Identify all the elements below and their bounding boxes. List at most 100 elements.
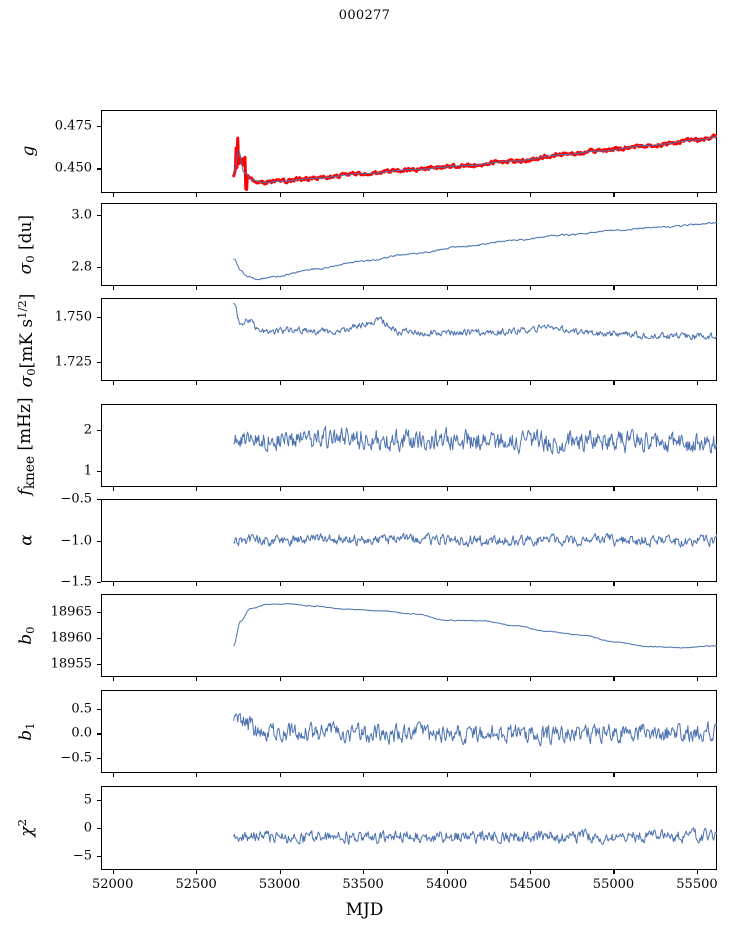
series-sigma0-du — [233, 221, 717, 281]
x-tick-mark-chi2-0 — [112, 870, 114, 874]
series-b0 — [233, 603, 717, 649]
x-tick-mark-sigma0_mk-2 — [279, 381, 281, 385]
x-tick-mark-g-3 — [363, 193, 365, 197]
y-tick-label-b0-1: 18960 — [50, 630, 92, 646]
x-tick-mark-g-5 — [530, 193, 532, 197]
x-tick-mark-alpha-7 — [696, 582, 699, 586]
y-axis-label-chi2: χ2 — [15, 819, 37, 837]
panel-sigma0_du — [101, 203, 717, 286]
panel-data-chi2 — [233, 827, 717, 845]
panel-g — [101, 110, 717, 193]
x-tick-mark-b1-3 — [363, 773, 365, 777]
x-tick-mark-f_knee-1 — [196, 487, 198, 491]
y-tick-label-alpha-0: −0.5 — [60, 491, 92, 507]
x-tick-mark-b1-2 — [279, 773, 281, 777]
y-tick-label-chi2-0: −5 — [72, 848, 92, 864]
y-tick-label-sigma0_du-0: 2.8 — [71, 259, 92, 275]
x-tick-mark-b1-7 — [696, 773, 699, 777]
x-tick-mark-f_knee-5 — [530, 487, 532, 491]
panel-chi2 — [101, 786, 717, 870]
x-tick-mark-sigma0_mk-3 — [363, 381, 365, 385]
x-tick-mark-g-7 — [696, 193, 699, 197]
x-tick-mark-sigma0_du-6 — [613, 286, 615, 290]
y-tick-mark-alpha-0 — [97, 499, 101, 501]
y-tick-label-chi2-2: 5 — [83, 792, 92, 808]
x-tick-mark-f_knee-0 — [112, 487, 114, 491]
y-tick-mark-sigma0_du-0 — [97, 266, 101, 268]
x-tick-mark-b1-6 — [613, 773, 615, 777]
panel-frame-sigma0_du — [101, 203, 717, 286]
y-tick-mark-b1-0 — [97, 758, 101, 760]
y-tick-label-g-1: 0.475 — [54, 118, 92, 134]
series-f-knee — [233, 425, 717, 455]
x-tick-mark-b0-7 — [696, 677, 699, 681]
y-tick-label-b1-0: −0.5 — [60, 750, 92, 766]
x-tick-mark-sigma0_du-5 — [530, 286, 532, 290]
panel-data-sigma0_du — [233, 221, 717, 281]
x-tick-mark-g-2 — [279, 193, 281, 197]
y-tick-label-chi2-1: 0 — [83, 820, 92, 836]
x-tick-mark-b0-1 — [196, 677, 198, 681]
y-tick-mark-f_knee-1 — [97, 429, 101, 431]
x-tick-mark-chi2-6 — [613, 870, 615, 874]
x-tick-label-1: 52500 — [175, 877, 217, 892]
y-tick-mark-alpha-1 — [97, 540, 101, 542]
x-tick-mark-f_knee-4 — [446, 487, 448, 491]
x-tick-mark-f_knee-7 — [696, 487, 699, 491]
panel-frame-chi2 — [101, 786, 717, 870]
y-tick-label-alpha-1: −1.0 — [60, 533, 92, 548]
x-tick-label-7: 55500 — [676, 877, 718, 892]
y-tick-label-b1-2: 0.5 — [71, 701, 92, 717]
x-tick-mark-sigma0_du-2 — [279, 286, 281, 290]
y-tick-label-f_knee-1: 2 — [83, 422, 92, 438]
panel-frame-g — [101, 110, 717, 193]
x-tick-mark-chi2-3 — [363, 870, 365, 874]
x-tick-mark-chi2-7 — [696, 870, 699, 874]
y-tick-mark-f_knee-0 — [97, 471, 101, 473]
panel-data-sigma0_mk — [233, 303, 717, 341]
x-tick-mark-g-6 — [613, 193, 615, 197]
y-tick-mark-sigma0_du-1 — [97, 214, 101, 217]
x-tick-mark-b0-5 — [530, 677, 532, 681]
x-tick-mark-f_knee-3 — [363, 487, 365, 491]
x-tick-mark-alpha-3 — [363, 582, 365, 586]
series-b1 — [233, 712, 717, 747]
y-tick-mark-b0-0 — [97, 664, 101, 666]
y-tick-mark-chi2-1 — [97, 828, 101, 830]
x-tick-mark-alpha-0 — [112, 582, 114, 586]
y-tick-mark-g-0 — [97, 168, 101, 170]
figure-title: 000277 — [338, 8, 391, 23]
x-tick-mark-sigma0_mk-6 — [613, 381, 615, 385]
x-tick-mark-b1-0 — [112, 773, 114, 777]
x-tick-mark-b0-0 — [112, 677, 114, 681]
x-tick-mark-sigma0_du-4 — [446, 286, 448, 290]
x-tick-mark-alpha-2 — [279, 582, 281, 586]
series-chi2 — [233, 827, 717, 845]
panel-data-g — [232, 133, 717, 192]
x-tick-mark-sigma0_mk-0 — [112, 381, 114, 385]
x-tick-label-4: 54000 — [425, 877, 468, 892]
y-tick-mark-b0-2 — [97, 611, 101, 613]
y-tick-mark-chi2-0 — [97, 856, 101, 858]
y-tick-label-sigma0_du-1: 3.0 — [71, 207, 92, 223]
x-tick-mark-b1-4 — [446, 773, 448, 777]
x-tick-label-6: 55000 — [592, 877, 635, 892]
panel-alpha — [101, 499, 717, 582]
x-axis-label: MJD — [345, 900, 384, 920]
y-tick-mark-chi2-2 — [97, 799, 101, 801]
x-tick-mark-chi2-4 — [446, 870, 448, 874]
panel-b0 — [101, 594, 717, 677]
x-tick-mark-sigma0_mk-4 — [446, 381, 448, 385]
x-tick-mark-b1-1 — [196, 773, 198, 777]
x-tick-mark-sigma0_du-0 — [112, 286, 114, 290]
x-tick-mark-g-0 — [112, 193, 114, 197]
x-tick-mark-g-1 — [196, 193, 198, 197]
series-g-model — [233, 135, 717, 184]
y-tick-mark-alpha-2 — [97, 582, 101, 584]
panel-frame-b0 — [101, 594, 717, 677]
x-tick-mark-sigma0_du-7 — [696, 286, 699, 290]
x-tick-mark-b1-5 — [530, 773, 532, 777]
y-tick-mark-b0-1 — [97, 638, 101, 640]
x-tick-label-2: 53000 — [258, 877, 301, 892]
series-alpha — [233, 532, 717, 548]
